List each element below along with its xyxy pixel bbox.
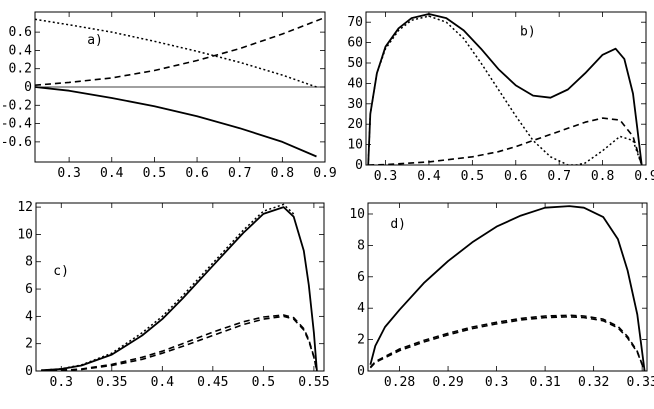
y-tick-label: -0.4: [1, 117, 32, 132]
x-tick-label: 0.32: [578, 375, 609, 390]
series-dashed-line: [35, 16, 325, 86]
series-dotted-line: [35, 18, 317, 88]
series-dashed-line: [369, 316, 646, 371]
y-tick-label: 0.2: [9, 62, 32, 77]
y-tick-label: 10: [17, 227, 33, 242]
y-tick-label: 4: [357, 301, 365, 316]
panel-label: d): [390, 217, 406, 232]
x-tick-label: 0.55: [298, 375, 329, 390]
y-tick-label: 10: [347, 138, 363, 153]
y-tick-label: 40: [347, 76, 363, 91]
x-tick-label: 0.3: [374, 169, 397, 184]
series-dotted-line: [367, 15, 643, 165]
x-tick-label: 0.28: [384, 375, 415, 390]
panel-label: a): [87, 33, 103, 48]
y-tick-label: 50: [347, 56, 363, 71]
x-tick-label: 0.4: [151, 375, 175, 390]
x-tick-label: 0.9: [313, 166, 336, 181]
panel-label: b): [520, 24, 536, 39]
series-solid-line: [41, 206, 318, 371]
plot-frame: [35, 202, 325, 372]
y-tick-label: 0.4: [9, 43, 33, 58]
series-dashed-line: [41, 315, 318, 371]
x-tick-label: 0.35: [96, 375, 127, 390]
series-dashed-line: [41, 314, 318, 371]
x-tick-label: 0.3: [57, 166, 80, 181]
x-tick-label: 0.7: [228, 166, 251, 181]
plot-frame: [367, 202, 648, 372]
y-tick-label: 0: [357, 364, 365, 379]
y-tick-label: 12: [17, 200, 33, 215]
y-tick-label: -0.6: [1, 135, 32, 150]
x-tick-label: 0.5: [252, 375, 275, 390]
x-tick-label: 0.5: [461, 169, 484, 184]
x-tick-label: 0.5: [143, 166, 166, 181]
y-tick-label: 6: [357, 270, 365, 285]
x-tick-label: 0.45: [197, 375, 228, 390]
panel-b: 0.3 0.4 0.5 0.6 0.7 0.8 0.9 0 10 20 30 40 50 60 70 b): [347, 11, 654, 184]
series-dashed-line: [368, 117, 643, 165]
x-tick-label: 0.3: [50, 375, 73, 390]
x-tick-label: 0.29: [432, 375, 463, 390]
x-tick-label: 0.8: [591, 169, 614, 184]
series-solid-line: [367, 13, 643, 165]
y-tick-label: 2: [357, 333, 365, 348]
panel-d: 0.28 0.29 0.3 0.31 0.32 0.33 0 2 4 6 8 10 d): [349, 202, 654, 390]
y-tick-label: 0: [25, 364, 33, 379]
series-solid-line: [35, 86, 317, 158]
y-tick-label: 30: [347, 97, 363, 112]
x-tick-label: 0.7: [547, 169, 570, 184]
x-tick-label: 0.4: [100, 166, 124, 181]
x-tick-label: 0.31: [529, 375, 560, 390]
panel-label: c): [53, 264, 69, 279]
y-tick-label: 8: [25, 255, 33, 270]
y-tick-label: 70: [347, 15, 363, 30]
x-tick-label: 0.33: [626, 375, 654, 390]
x-tick-label: 0.6: [185, 166, 208, 181]
panel-a: 0.3 0.4 0.5 0.6 0.7 0.8 0.9 0.6 0.4 0.2 0 -0.2 -0.4 -…: [1, 11, 337, 181]
y-tick-label: 0: [355, 158, 363, 173]
y-tick-label: 2: [25, 337, 33, 352]
y-tick-label: 20: [347, 117, 363, 132]
series-solid-line: [369, 205, 646, 371]
y-tick-label: 6: [25, 282, 33, 297]
y-tick-label: 4: [25, 309, 33, 324]
y-tick-label: 60: [347, 36, 363, 51]
y-tick-label: 10: [349, 207, 365, 222]
x-tick-label: 0.4: [417, 169, 441, 184]
panel-c: 0.3 0.35 0.4 0.45 0.5 0.55 0 2 4 6 8 10 12 c): [17, 200, 329, 390]
x-tick-label: 0.9: [634, 169, 654, 184]
y-tick-label: 0: [24, 80, 32, 95]
series-dotted-line: [41, 203, 295, 371]
series-dashed-line: [369, 314, 646, 371]
x-tick-label: 0.3: [485, 375, 508, 390]
x-tick-label: 0.6: [504, 169, 527, 184]
plot-frame: [365, 11, 647, 166]
x-tick-label: 0.8: [271, 166, 294, 181]
y-tick-label: 8: [357, 238, 365, 253]
y-tick-label: 0.6: [9, 25, 32, 40]
y-tick-label: -0.2: [1, 98, 32, 113]
